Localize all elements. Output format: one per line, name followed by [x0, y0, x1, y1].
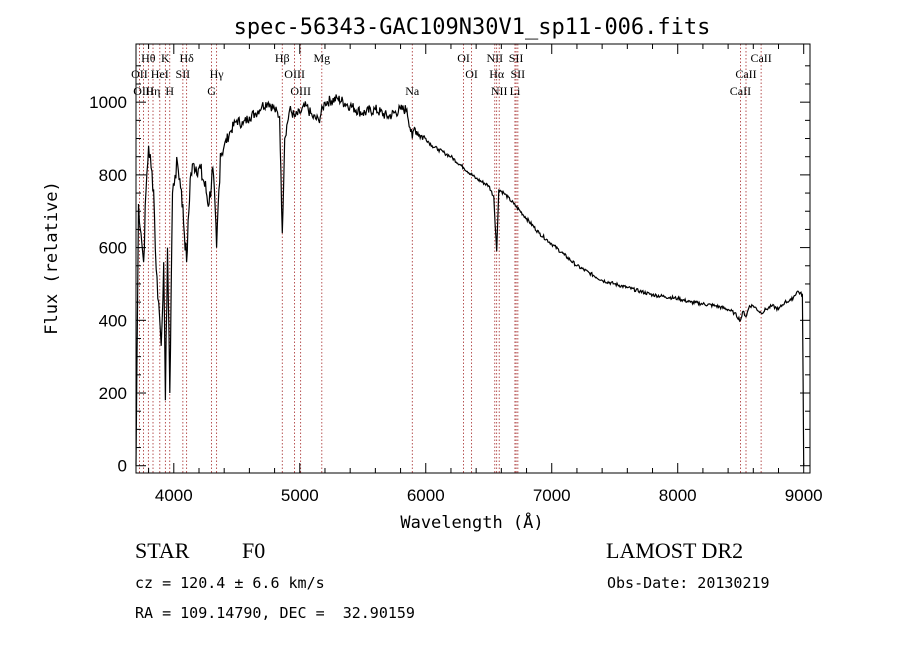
line-marks	[139, 44, 762, 473]
survey-name: LAMOST DR2	[606, 538, 744, 563]
object-subclass: F0	[242, 538, 266, 563]
line-label: Hθ	[141, 51, 156, 65]
line-label: CaII	[750, 51, 771, 65]
plot-frame	[135, 43, 811, 474]
line-label: Hγ	[210, 67, 225, 81]
x-axis-label: Wavelength (Å)	[400, 511, 543, 533]
y-tick-label: 0	[118, 457, 127, 476]
redshift-info: cz = 120.4 ± 6.6 km/s	[135, 574, 325, 592]
x-tick-label: 8000	[659, 486, 697, 505]
y-axis-label: Flux (relative)	[42, 181, 62, 335]
x-tick-label: 4000	[155, 486, 193, 505]
line-label: Na	[405, 84, 420, 98]
y-tick-label: 600	[99, 239, 127, 258]
line-label: SII	[511, 67, 526, 81]
object-class: STAR	[135, 538, 190, 563]
line-label: SII	[176, 67, 191, 81]
y-axis: 0 200 400 600 800 1000	[89, 65, 810, 476]
line-label: Hδ	[179, 51, 194, 65]
line-label: K	[161, 51, 170, 65]
y-tick-label: 400	[99, 311, 127, 330]
line-label: OI	[465, 67, 478, 81]
line-label: OIII	[133, 84, 154, 98]
line-label: Hβ	[275, 51, 290, 65]
line-label: Mg	[313, 51, 330, 65]
observation-date: Obs-Date: 20130219	[607, 574, 770, 592]
x-tick-label: 6000	[407, 486, 445, 505]
line-label: SII	[509, 51, 524, 65]
line-label: Hα	[489, 67, 505, 81]
line-label: OII	[131, 67, 148, 81]
x-tick-label: 9000	[785, 486, 823, 505]
line-label: NII	[486, 51, 503, 65]
line-label: Li	[510, 84, 521, 98]
x-tick-label: 5000	[281, 486, 319, 505]
chart-title: spec-56343-GAC109N30V1_sp11-006.fits	[234, 15, 711, 40]
x-axis: 4000 5000 6000 7000 8000 9000	[148, 44, 823, 505]
line-label: Hη	[146, 84, 161, 98]
coordinates: RA = 109.14790, DEC = 32.90159	[135, 604, 415, 622]
line-label: CaII	[735, 67, 756, 81]
line-label: H	[165, 84, 174, 98]
line-label: CaII	[730, 84, 751, 98]
line-label: OI	[457, 51, 470, 65]
y-tick-label: 200	[99, 384, 127, 403]
line-label: OIII	[284, 67, 305, 81]
x-tick-label: 7000	[533, 486, 571, 505]
line-label: G	[207, 84, 216, 98]
y-tick-label: 800	[99, 166, 127, 185]
spectrum-line	[135, 94, 805, 466]
line-label: HeI	[151, 67, 169, 81]
line-label: NII	[491, 84, 508, 98]
y-tick-label: 1000	[89, 93, 127, 112]
line-label: OIII	[290, 84, 311, 98]
